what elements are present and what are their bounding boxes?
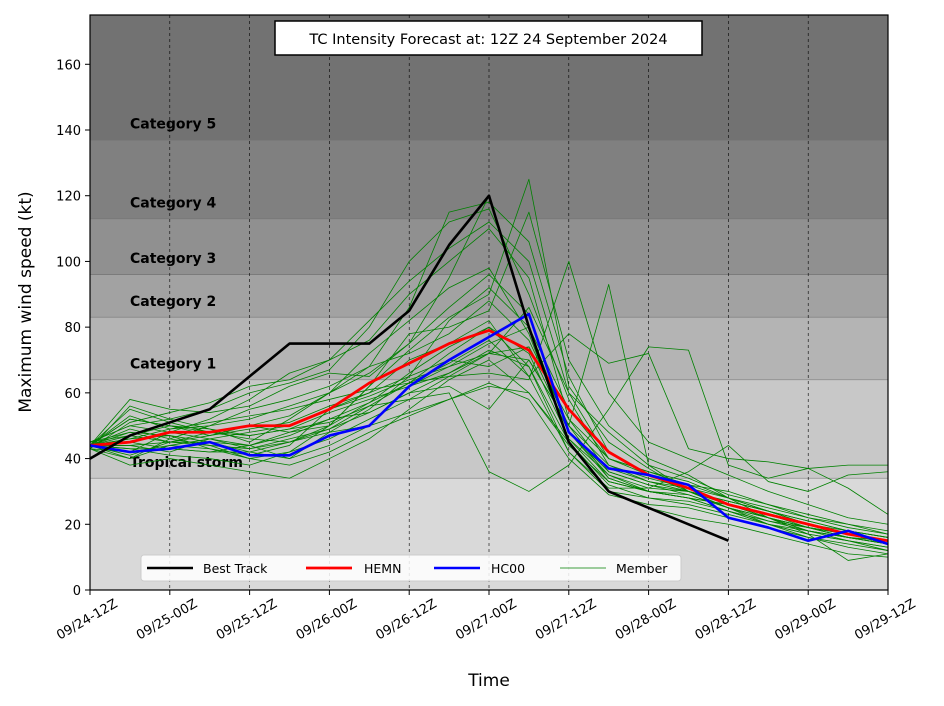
y-tick-label: 140 <box>56 124 81 139</box>
y-axis-title: Maximum wind speed (kt) <box>16 191 36 412</box>
band-label-category-4: Category 4 <box>130 195 216 211</box>
member-line <box>89 359 889 535</box>
series-line-hemn <box>89 329 889 543</box>
series-line-hc00 <box>89 312 889 546</box>
member-line <box>89 320 889 548</box>
x-tick-label: 09/27-12Z <box>533 597 599 644</box>
x-axis: 09/24-12Z 09/25-00Z 09/25-12Z 09/26-00Z 09/2… <box>54 590 918 643</box>
chart-title-frame <box>274 20 703 56</box>
x-tick-label: 09/24-12Z <box>54 597 120 644</box>
y-tick-label: 0 <box>73 584 81 599</box>
y-tick-label: 20 <box>64 518 81 533</box>
y-tick-label: 100 <box>56 255 81 270</box>
main-series-lines <box>89 194 889 546</box>
y-axis: 0 20 40 60 80 100 120 140 160 <box>56 58 90 599</box>
member-line <box>89 359 889 558</box>
x-tick-label: 09/25-12Z <box>214 597 280 644</box>
x-axis-title: Time <box>467 671 510 691</box>
y-tick-label: 160 <box>56 58 81 73</box>
band-label-category-3: Category 3 <box>130 251 216 267</box>
x-tick-label: 09/28-00Z <box>613 597 679 644</box>
x-tick-label: 09/26-00Z <box>294 597 360 644</box>
y-tick-label: 80 <box>64 321 81 336</box>
x-tick-label: 09/29-12Z <box>852 597 918 644</box>
chart-title-box: TC Intensity Forecast at: 12Z 24 Septemb… <box>274 20 703 56</box>
member-line <box>89 333 888 469</box>
band-label-category-1: Category 1 <box>130 356 216 372</box>
legend-label-member: Member <box>616 561 668 576</box>
x-tick-label: 09/26-12Z <box>373 597 439 644</box>
legend-label-hc00: HC00 <box>491 561 525 576</box>
member-lines <box>89 178 889 561</box>
legend-label-hemn: HEMN <box>364 561 401 576</box>
x-tick-label: 09/25-00Z <box>134 597 200 644</box>
x-tick-label: 09/29-00Z <box>772 597 838 644</box>
member-line <box>89 326 889 545</box>
y-tick-label: 60 <box>64 387 81 402</box>
band-label-category-5: Category 5 <box>130 116 216 132</box>
y-tick-label: 120 <box>56 190 81 205</box>
y-tick-label: 40 <box>64 453 81 468</box>
member-line <box>89 326 889 542</box>
x-tick-label: 09/27-00Z <box>453 597 519 644</box>
member-line <box>89 261 889 525</box>
legend: Best Track HEMN HC00 Member <box>140 554 682 582</box>
legend-frame <box>140 554 682 582</box>
x-tick-label: 09/28-12Z <box>693 597 759 644</box>
band-label-category-2: Category 2 <box>130 294 216 310</box>
member-line <box>89 385 889 561</box>
legend-label-best-track: Best Track <box>203 561 268 576</box>
member-line <box>89 346 889 515</box>
band-category-3 <box>90 218 888 275</box>
chart-title: TC Intensity Forecast at: 12Z 24 Septemb… <box>308 32 667 48</box>
band-label-tropical-storm: Tropical storm <box>130 455 243 471</box>
band-labels: Tropical storm Category 1 Category 2 Catego… <box>130 116 243 470</box>
series-line-best-track <box>89 194 729 542</box>
